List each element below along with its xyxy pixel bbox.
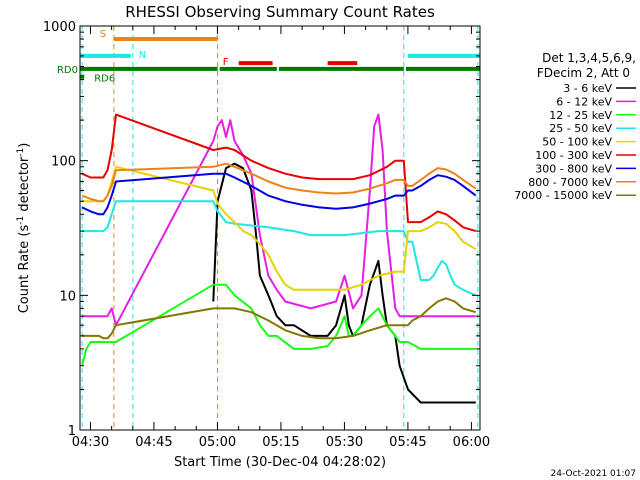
series-line [81, 162, 477, 203]
x-tick-label: 05:30 [326, 435, 363, 450]
annotation-layer: S N F RD0 RD6 [57, 29, 480, 85]
legend: Det 1,3,4,5,6,9, FDecim 2, Att 0 3 - 6 k… [514, 51, 636, 202]
legend-label: 6 - 12 keV [556, 95, 612, 108]
legend-label: 3 - 6 keV [563, 82, 612, 95]
y-axis-label-part: -1 [16, 216, 26, 225]
y-axis: 1 10 100 1000 [43, 20, 480, 439]
x-tick-label: 05:00 [199, 435, 236, 450]
y-tick-label: 100 [51, 155, 76, 170]
series-line [81, 283, 476, 366]
legend-header: Det 1,3,4,5,6,9, [542, 51, 636, 65]
series-line [82, 113, 476, 327]
flare-label: F [223, 57, 229, 68]
legend-label: 7000 - 15000 keV [514, 189, 612, 202]
y-axis-label-part: detector [17, 156, 32, 216]
y-tick-label: 10 [59, 289, 76, 304]
y-axis-label: Count Rate (s-1 detector-1) [16, 143, 32, 314]
series-line [82, 297, 477, 340]
y-axis-label-part: ) [17, 143, 32, 148]
series-line [81, 113, 477, 233]
legend-label: 100 - 300 keV [535, 149, 612, 162]
timestamp: 24-Oct-2021 01:07 [551, 469, 636, 479]
series-line [82, 165, 477, 291]
legend-header: FDecim 2, Att 0 [537, 66, 630, 80]
legend-label: 50 - 100 keV [542, 136, 612, 149]
x-tick-label: 05:45 [389, 435, 426, 450]
plot-frame [79, 25, 481, 431]
y-axis-label-part: Count Rate (s [17, 225, 32, 314]
night-label: N [139, 50, 146, 61]
x-tick-label: 04:30 [72, 435, 109, 450]
y-tick-label: 1000 [43, 20, 76, 35]
rd6-label: RD6 [94, 74, 115, 85]
series-line [82, 200, 477, 297]
series-line [81, 172, 477, 216]
plot-layer [81, 26, 479, 430]
legend-label: 25 - 50 keV [549, 122, 612, 135]
legend-label: 12 - 25 keV [549, 109, 612, 122]
rd0-label: RD0 [57, 65, 78, 76]
y-axis-label-part: -1 [16, 148, 26, 157]
chart-title: RHESSI Observing Summary Count Rates [125, 3, 435, 21]
legend-label: 800 - 7000 keV [528, 176, 612, 189]
series-line [212, 162, 476, 404]
series-layer [81, 113, 477, 404]
x-tick-label: 06:00 [453, 435, 490, 450]
x-tick-label: 04:45 [135, 435, 172, 450]
y-tick-label: 1 [68, 424, 76, 439]
x-tick-label: 05:15 [262, 435, 299, 450]
x-axis: 04:30 04:45 05:00 05:15 05:30 05:45 06:00 [72, 26, 490, 450]
legend-label: 300 - 800 keV [535, 162, 612, 175]
saa-label: S [100, 29, 106, 40]
x-axis-label: Start Time (30-Dec-04 04:28:02) [174, 455, 386, 470]
